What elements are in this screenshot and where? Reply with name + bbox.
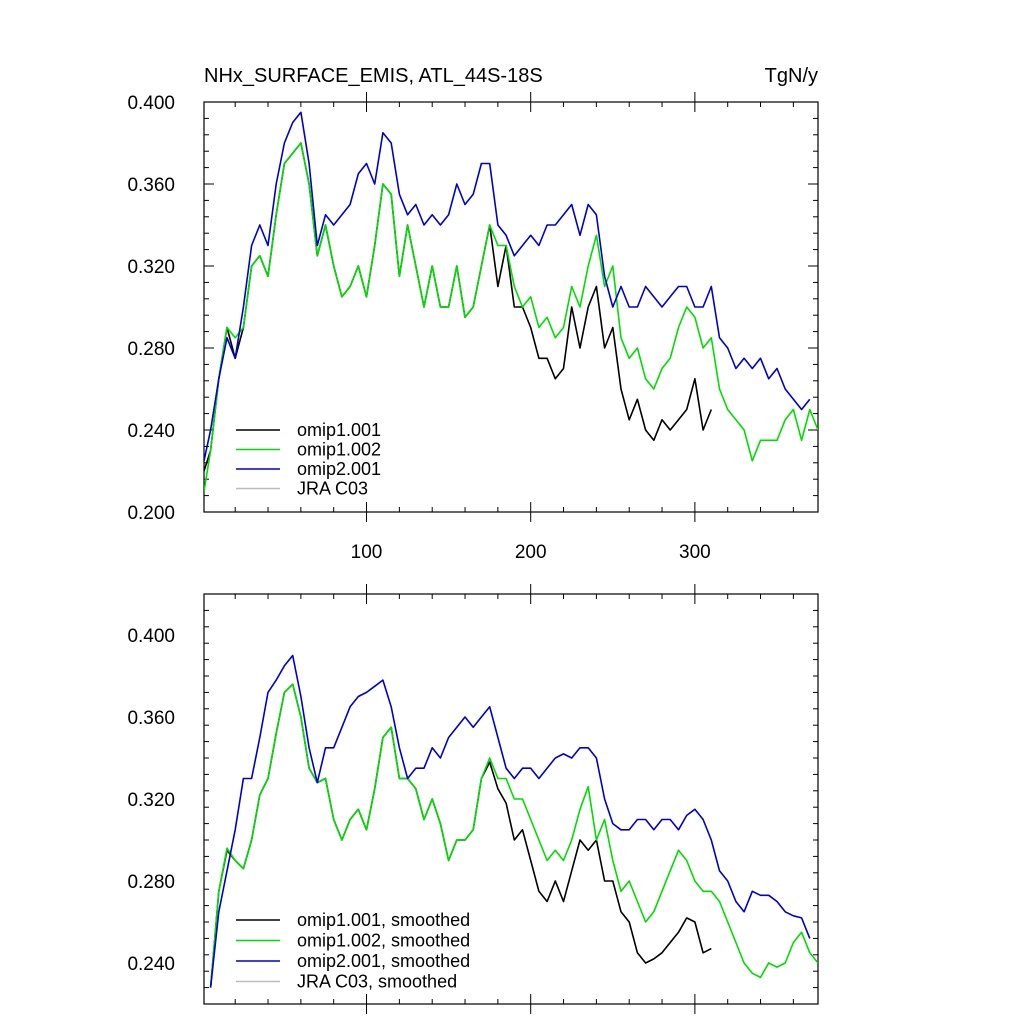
series-line xyxy=(204,142,818,492)
y-tick-label: 0.400 xyxy=(127,626,175,647)
legend-label: omip2.001 xyxy=(297,459,381,479)
y-tick-label: 0.240 xyxy=(127,954,175,975)
legend-label: omip1.001 xyxy=(297,420,381,440)
y-tick-label: 0.320 xyxy=(127,790,175,811)
plot-frame xyxy=(203,593,819,1005)
plot-frame xyxy=(203,101,819,513)
series-line xyxy=(209,654,811,988)
legend-label: omip1.001, smoothed xyxy=(297,910,470,930)
y-tick-label: 0.360 xyxy=(127,708,175,729)
x-tick-label: 300 xyxy=(679,542,711,563)
y-tick-label: 0.320 xyxy=(127,257,175,278)
x-tick-label: 200 xyxy=(515,542,547,563)
chart-title: NHx_SURFACE_EMIS, ATL_44S-18S xyxy=(204,65,543,87)
series-line xyxy=(209,683,818,988)
legend-label: omip2.001, smoothed xyxy=(297,951,470,971)
units-label: TgN/y xyxy=(765,65,818,87)
legend-label: omip1.002 xyxy=(297,440,381,460)
y-tick-label: 0.200 xyxy=(127,503,175,524)
y-tick-label: 0.280 xyxy=(127,872,175,893)
series-line xyxy=(204,111,811,461)
y-tick-label: 0.280 xyxy=(127,339,175,360)
bottom-panel: 0.240 0.280 0.320 0.360 0.400 omip1.001, smoo… xyxy=(127,584,819,1014)
top-panel: 0.200 0.240 0.280 0.320 0.360 0.400 100 200 300 o… xyxy=(127,92,819,563)
legend-label: JRA C03, smoothed xyxy=(297,972,457,992)
legend-label: JRA C03 xyxy=(297,479,368,499)
x-tick-label: 100 xyxy=(351,542,383,563)
legend-label: omip1.002, smoothed xyxy=(297,931,470,951)
y-tick-label: 0.360 xyxy=(127,175,175,196)
y-tick-label: 0.400 xyxy=(127,93,175,114)
y-tick-label: 0.240 xyxy=(127,421,175,442)
